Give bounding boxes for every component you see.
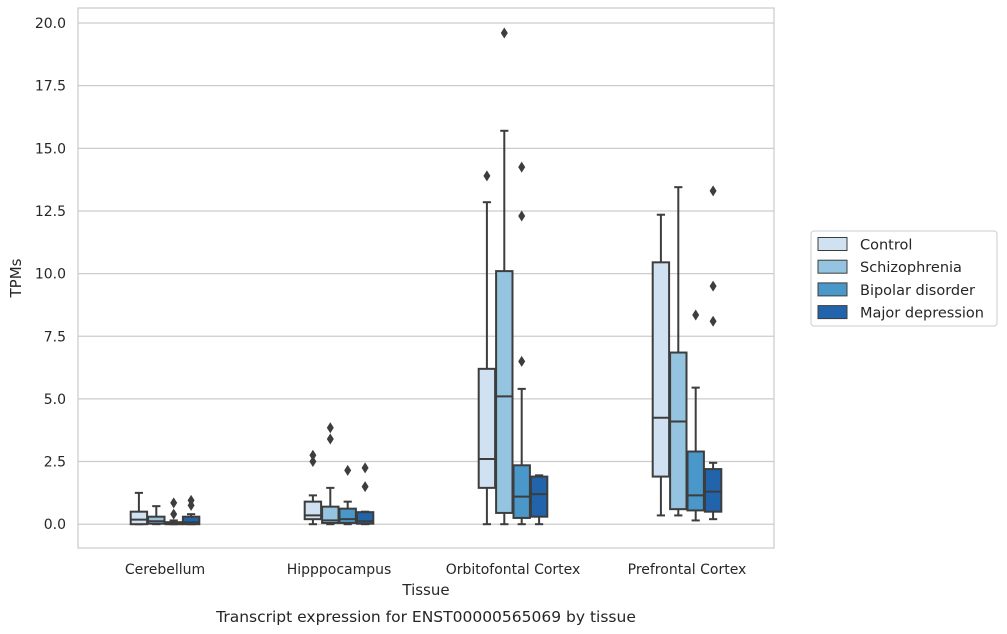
y-tick-label: 10.0	[35, 267, 66, 283]
x-tick-label: Hipppocampus	[287, 562, 392, 578]
legend-swatch	[817, 237, 848, 251]
y-tick-label: 20.0	[35, 16, 66, 32]
box	[355, 511, 375, 525]
box-group	[129, 491, 201, 526]
y-tick-label: 7.5	[44, 329, 66, 345]
outlier-point	[170, 508, 178, 520]
box-group	[651, 185, 723, 522]
outlier-point	[692, 309, 700, 321]
box	[129, 510, 149, 526]
outlier-point	[170, 497, 178, 509]
legend-label: Schizophrenia	[860, 260, 962, 276]
box-groups	[129, 27, 723, 526]
outlier-point	[500, 27, 508, 39]
legend-label: Bipolar disorder	[860, 283, 975, 299]
x-axis-title: Tissue	[401, 581, 449, 599]
y-tick-label: 15.0	[35, 141, 66, 157]
box	[477, 367, 497, 489]
x-tick-label: Prefrontal Cortex	[628, 562, 747, 578]
y-tick-label: 0.0	[44, 517, 66, 533]
box	[703, 468, 723, 513]
legend: Control Schizophrenia Bipolar disorder Majo…	[810, 230, 998, 327]
box	[181, 515, 201, 526]
y-tick-label: 12.5	[35, 204, 66, 220]
y-tick-label: 5.0	[44, 392, 66, 408]
box-group	[303, 422, 375, 526]
legend-label: Control	[860, 238, 912, 254]
outlier-point	[483, 170, 491, 182]
outlier-point	[709, 315, 717, 327]
outlier-point	[187, 494, 195, 506]
x-tick-labels: Cerebellum Hipppocampus Orbitofontal Corte…	[125, 562, 746, 578]
outlier-point	[518, 210, 526, 222]
outlier-point	[309, 456, 317, 468]
outlier-point	[344, 464, 352, 476]
y-tick-label: 17.5	[35, 79, 66, 95]
y-tick-labels: 0.0 2.5 5.0 7.5 10.0 12.5 15.0 17.5 20.0	[35, 16, 66, 533]
outlier-point	[361, 481, 369, 493]
y-axis-title: TPMs	[7, 258, 25, 298]
legend-label: Major depression	[860, 306, 984, 322]
outlier-point	[361, 462, 369, 474]
outlier-point	[709, 185, 717, 197]
legend-swatch	[817, 305, 848, 320]
outlier-point	[518, 355, 526, 367]
legend-swatch	[817, 259, 848, 274]
box	[651, 261, 671, 478]
outlier-point	[326, 433, 334, 445]
box	[321, 505, 340, 524]
box	[495, 270, 514, 514]
box	[338, 507, 357, 524]
box	[669, 351, 688, 511]
outlier-point	[518, 161, 526, 173]
box	[512, 464, 531, 519]
plot-frame	[77, 7, 775, 549]
outlier-point	[326, 422, 334, 434]
legend-swatch	[817, 282, 848, 297]
box-group	[477, 27, 549, 526]
outlier-point	[309, 449, 317, 461]
legend-frame	[810, 230, 998, 327]
box	[686, 450, 705, 512]
box	[147, 515, 166, 525]
chart-caption: Transcript expression for ENST0000056506…	[215, 608, 636, 626]
y-tick-label: 2.5	[44, 455, 66, 471]
x-tick-label: Cerebellum	[125, 562, 205, 578]
box	[529, 475, 549, 518]
outlier-point	[709, 280, 717, 292]
box	[303, 500, 323, 521]
x-tick-label: Orbitofontal Cortex	[446, 562, 581, 578]
